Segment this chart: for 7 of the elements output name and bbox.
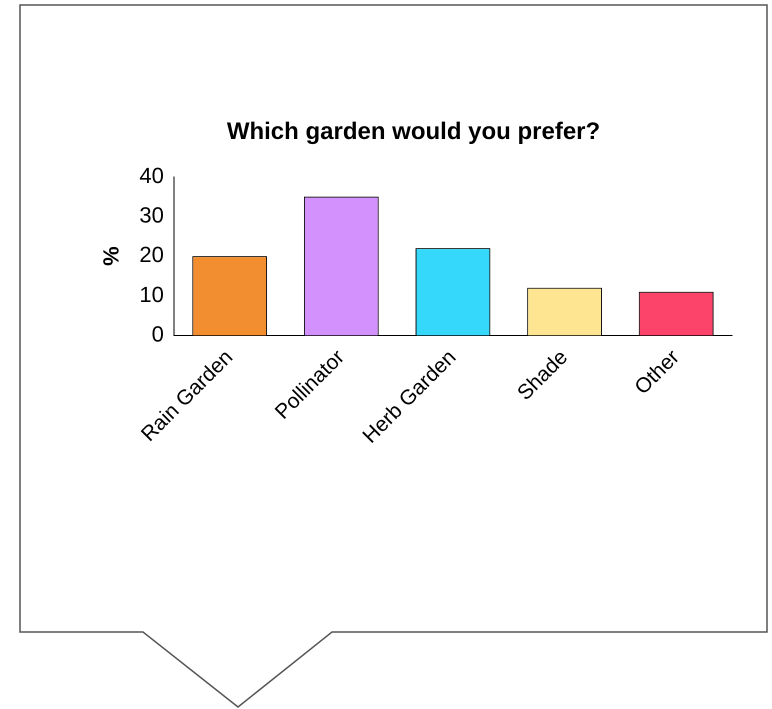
- y-tick-label: 20: [139, 242, 164, 268]
- y-tick-label: 0: [152, 321, 164, 346]
- y-tick-label: 30: [139, 202, 164, 228]
- y-tick-label: 40: [139, 162, 164, 188]
- y-tick-label: 10: [139, 282, 164, 307]
- y-axis-title: %: [98, 246, 124, 266]
- chart-title: Which garden would you prefer?: [226, 118, 600, 146]
